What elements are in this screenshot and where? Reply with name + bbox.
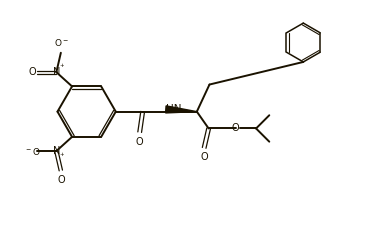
Text: O: O xyxy=(136,137,144,147)
Polygon shape xyxy=(166,106,197,113)
Text: HN: HN xyxy=(166,104,182,114)
Text: $^-$O: $^-$O xyxy=(24,146,41,157)
Text: O: O xyxy=(232,123,239,133)
Text: N: N xyxy=(53,67,60,77)
Text: O: O xyxy=(57,175,64,185)
Text: N: N xyxy=(53,146,60,156)
Text: O: O xyxy=(200,152,208,162)
Text: O$^-$: O$^-$ xyxy=(54,37,69,48)
Text: $^+$: $^+$ xyxy=(58,152,65,161)
Text: $^+$: $^+$ xyxy=(58,62,65,72)
Text: O: O xyxy=(28,67,36,77)
